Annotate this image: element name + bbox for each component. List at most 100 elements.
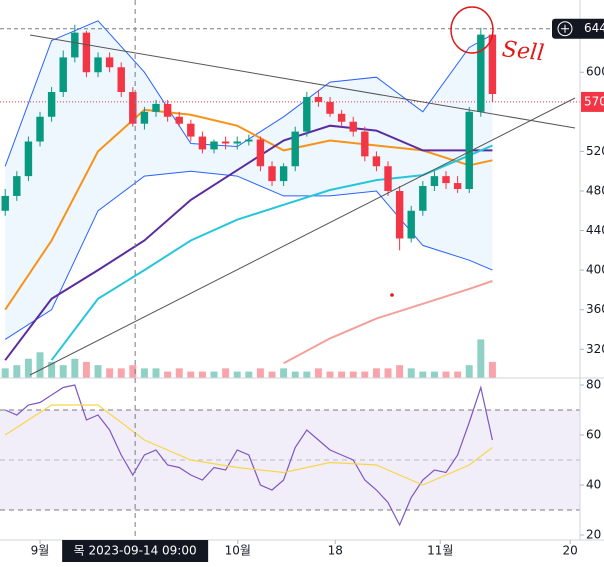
indicator-line [283, 280, 493, 365]
candle-body [233, 141, 241, 144]
volume-bar [442, 371, 450, 378]
candle-body [59, 57, 67, 93]
candle-body [407, 210, 415, 239]
x-tick-label: 18 [328, 544, 343, 558]
volume-bar [419, 371, 427, 378]
y-tick-label: 20 [586, 528, 601, 542]
indicator-line [4, 170, 493, 340]
x-tick-label: 20 [562, 544, 577, 558]
volume-bar [477, 339, 485, 378]
rsi-line [4, 384, 493, 527]
candle-body [129, 92, 137, 124]
price-tag [552, 18, 604, 39]
volume-bar [1, 368, 9, 378]
y-tick-label: 80 [586, 378, 601, 392]
trend-line [29, 97, 576, 376]
volume-bar [361, 371, 369, 378]
candle-body [303, 96, 311, 132]
y-tick-label: 60 [586, 428, 601, 442]
candle-body [291, 131, 299, 167]
volume-bar [233, 371, 241, 378]
dot-annotation [390, 293, 394, 297]
volume-bar [152, 368, 160, 378]
volume-bar [407, 368, 415, 378]
volume-bar [384, 368, 392, 378]
volume-bar [71, 358, 79, 378]
candle-body [105, 57, 114, 68]
x-tick-label: 11월 [427, 544, 453, 558]
volume-bar [245, 371, 253, 378]
background-layer [0, 20, 580, 511]
candle-body [140, 111, 149, 124]
candle-body [337, 113, 346, 122]
volume-bar [13, 365, 21, 378]
volume-bar [198, 371, 206, 378]
candle-body [477, 34, 485, 112]
volume-bar [175, 368, 183, 378]
volume-bar [48, 361, 56, 378]
volume-bar [256, 368, 264, 378]
volume-bar [280, 368, 288, 378]
y-tick-label: 600 [586, 65, 604, 79]
volume-bar [140, 368, 148, 378]
candle-body [361, 131, 369, 157]
y-tick-label: 520 [586, 144, 604, 158]
candle-body [47, 92, 56, 117]
y-tick-label: 360 [586, 302, 604, 316]
volume-bar [454, 371, 462, 378]
high-price-label: 644 [584, 21, 604, 35]
volume-bar [187, 371, 195, 378]
candle-body [24, 141, 33, 177]
y-tick-label: 40 [586, 478, 601, 492]
volume-bar [465, 365, 473, 378]
candle-body [465, 111, 473, 189]
candle-body [384, 166, 392, 191]
volume-bar [291, 371, 299, 378]
candle-body [71, 32, 79, 58]
marks-layer [1, 20, 497, 527]
band-fill [5, 20, 493, 340]
candle-body [117, 67, 125, 93]
candle-body [256, 139, 265, 167]
trend-line [29, 34, 576, 129]
candle-body [152, 103, 160, 112]
volume-bar [430, 371, 438, 378]
candle-body [1, 195, 9, 211]
volume-bar [268, 371, 276, 378]
volume-bar [36, 352, 44, 378]
annotation-circle [450, 6, 494, 54]
candle-body [82, 32, 91, 73]
candle-body [488, 34, 497, 95]
candle-body [395, 190, 404, 239]
volume-bar [314, 368, 322, 378]
y-tick-label: 400 [586, 263, 604, 277]
y-tick-label: 320 [586, 342, 604, 356]
candle-body [36, 116, 44, 142]
candle-body [314, 96, 323, 102]
volume-bar [59, 365, 67, 378]
candle-body [430, 176, 439, 187]
volume-bar [372, 368, 380, 378]
price-tag [581, 91, 604, 112]
candle-body [326, 101, 334, 114]
candle-body [94, 57, 102, 73]
x-tick-label: 10월 [225, 544, 251, 558]
rsi-line [4, 404, 493, 486]
volume-bar [117, 368, 125, 378]
candle-body [268, 166, 276, 182]
add-icon [561, 24, 569, 33]
add-button [557, 21, 573, 37]
x-tick-label: 9월 [31, 544, 50, 558]
volume-bar [303, 371, 311, 378]
volume-bar [24, 358, 32, 378]
volume-bar [222, 368, 230, 378]
candle-body [279, 166, 288, 182]
candle-body [163, 103, 172, 117]
volume-bar [338, 371, 346, 378]
candle-body [245, 139, 253, 142]
candle-body [187, 123, 195, 137]
volume-bar [349, 371, 357, 378]
candle-body [175, 116, 183, 124]
